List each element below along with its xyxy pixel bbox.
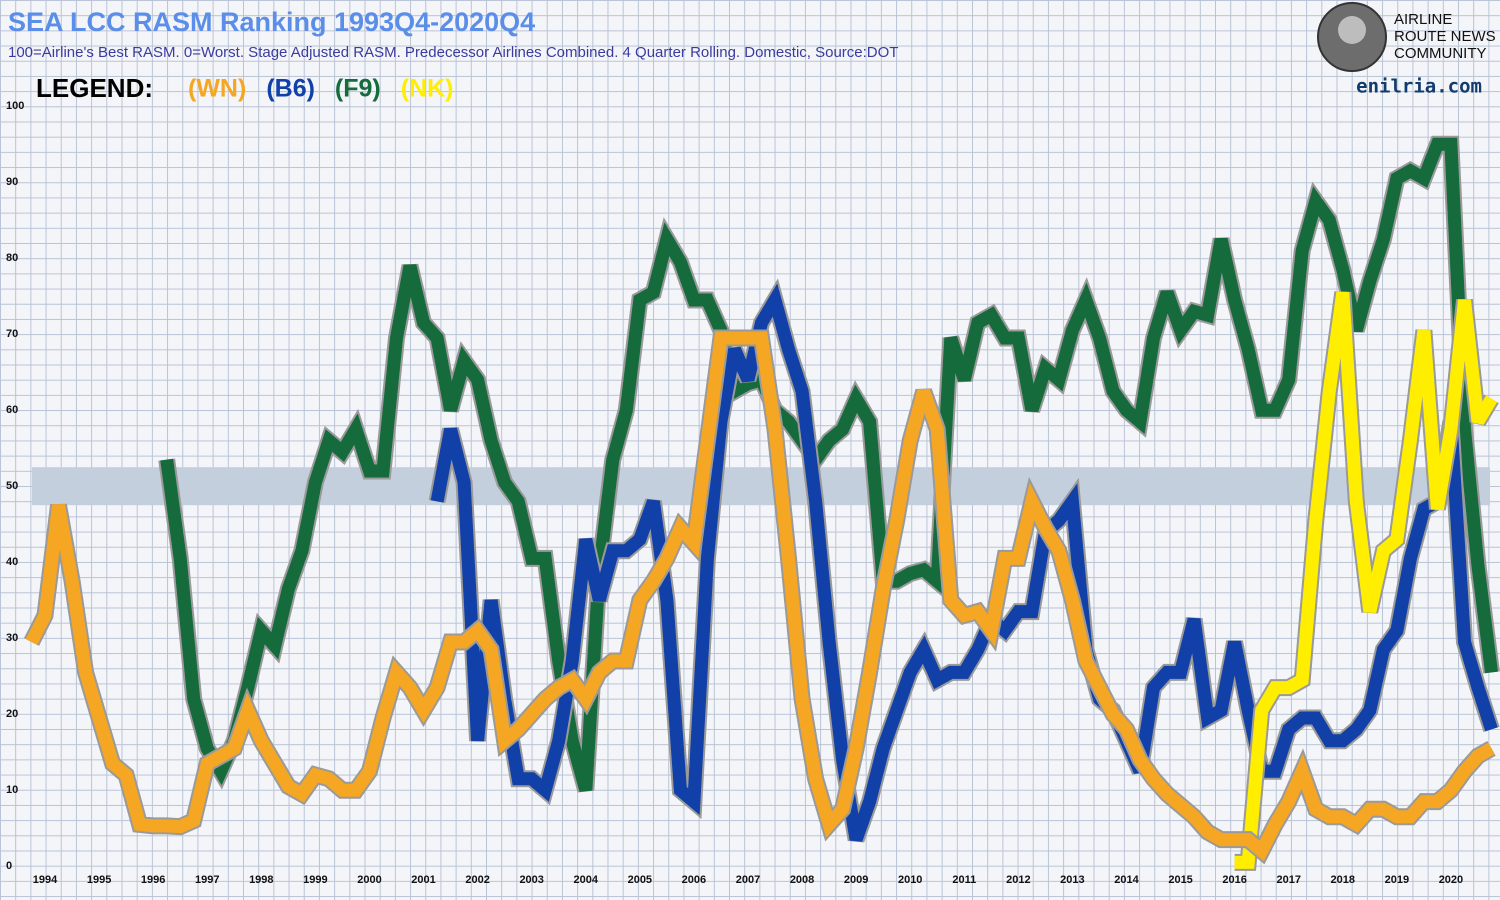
y-tick-label: 100: [6, 100, 24, 112]
x-tick-label: 2013: [1060, 874, 1084, 886]
x-tick-label: 2007: [736, 874, 760, 886]
series-line: [1234, 291, 1498, 869]
x-tick-label: 1996: [141, 874, 165, 886]
y-tick-label: 20: [6, 708, 18, 720]
y-tick-label: 80: [6, 252, 18, 264]
x-tick-label: 2018: [1331, 874, 1355, 886]
chart-subtitle: 100=Airline's Best RASM. 0=Worst. Stage …: [8, 44, 898, 61]
x-tick-label: 2011: [952, 874, 976, 886]
x-tick-label: 1999: [303, 874, 327, 886]
x-tick-label: 2012: [1006, 874, 1030, 886]
y-tick-label: 50: [6, 480, 18, 492]
x-tick-label: 2002: [465, 874, 489, 886]
legend-entry: (WN): [188, 75, 246, 103]
series-line: [430, 283, 1498, 842]
y-tick-label: 10: [6, 784, 18, 796]
y-tick-label: 0: [6, 860, 12, 872]
x-tick-label: 2020: [1439, 874, 1463, 886]
x-tick-label: 1998: [249, 874, 273, 886]
legend-entry: (NK): [401, 75, 454, 103]
x-tick-label: 2015: [1168, 874, 1192, 886]
x-tick-label: 2014: [1114, 874, 1139, 886]
x-tick-label: 2006: [682, 874, 706, 886]
logo-text: AIRLINE: [1394, 11, 1452, 28]
x-tick-label: 2000: [357, 874, 381, 886]
series-line: [160, 137, 1498, 792]
y-tick-label: 70: [6, 328, 18, 340]
legend-entry: (B6): [266, 75, 315, 103]
legend-label: LEGEND:: [36, 73, 153, 103]
y-tick-label: 40: [6, 556, 18, 568]
x-tick-label: 1995: [87, 874, 111, 886]
x-tick-label: 2003: [519, 874, 543, 886]
x-tick-label: 2019: [1385, 874, 1409, 886]
x-tick-label: 1994: [33, 874, 58, 886]
x-tick-label: 2004: [574, 874, 599, 886]
logo-face: [1338, 16, 1366, 44]
series-line: [25, 331, 1495, 862]
x-tick-label: 2005: [628, 874, 652, 886]
chart-title: SEA LCC RASM Ranking 1993Q4-2020Q4: [8, 7, 535, 37]
legend-entry: (F9): [335, 75, 381, 103]
y-tick-label: 30: [6, 632, 18, 644]
website: enilria.com: [1356, 76, 1482, 98]
x-tick-label: 2009: [844, 874, 868, 886]
logo: AIRLINE ROUTE NEWS COMMUNITY: [1317, 2, 1496, 72]
highlight-band: [32, 467, 1490, 506]
x-tick-label: 2017: [1276, 874, 1300, 886]
y-tick-label: 90: [6, 176, 18, 188]
y-tick-label: 60: [6, 404, 18, 416]
x-tick-label: 1997: [195, 874, 219, 886]
x-tick-label: 2008: [790, 874, 814, 886]
logo-text: ROUTE NEWS: [1394, 28, 1496, 45]
logo-text: COMMUNITY: [1394, 45, 1487, 62]
x-tick-label: 2016: [1222, 874, 1246, 886]
x-tick-label: 2001: [411, 874, 435, 886]
x-tick-label: 2010: [898, 874, 922, 886]
